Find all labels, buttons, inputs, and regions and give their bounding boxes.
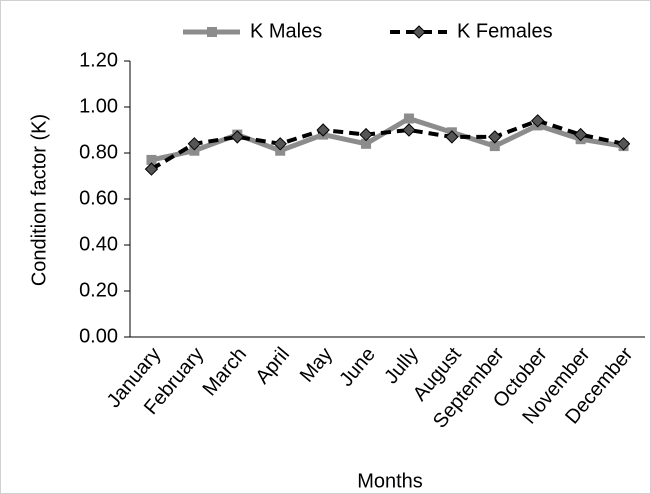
y-tick-label: 0.20 <box>79 279 118 301</box>
x-axis-label: Months <box>357 470 423 492</box>
series-line <box>150 118 624 171</box>
y-tick-label: 0.00 <box>79 325 118 347</box>
series-marker <box>403 113 414 124</box>
series-marker <box>359 127 373 142</box>
series-marker <box>531 114 545 128</box>
series-marker <box>402 123 416 137</box>
y-axis-label: Condition factor (K) <box>28 114 50 286</box>
series-marker <box>230 130 244 144</box>
y-tick-label: 0.80 <box>79 141 118 163</box>
series-marker <box>573 127 588 142</box>
series-marker <box>187 137 202 151</box>
series-marker <box>189 145 200 156</box>
series-marker <box>316 123 330 137</box>
series-marker <box>275 145 286 156</box>
legend-marker <box>412 25 426 39</box>
series-marker <box>616 137 631 151</box>
legend-marker <box>207 27 217 37</box>
series-marker <box>445 130 459 144</box>
y-tick-label: 1.00 <box>79 95 118 117</box>
series-marker <box>489 141 500 152</box>
y-tick-label: 1.20 <box>79 49 118 71</box>
series-marker <box>146 154 157 165</box>
legend-label: K Females <box>457 20 553 42</box>
series-marker <box>361 138 372 149</box>
series-marker <box>273 137 287 151</box>
series-marker <box>144 162 159 176</box>
series-marker <box>488 130 502 144</box>
legend-label: K Males <box>250 20 322 42</box>
y-tick-label: 0.60 <box>79 187 118 209</box>
y-tick-label: 0.40 <box>79 233 118 255</box>
